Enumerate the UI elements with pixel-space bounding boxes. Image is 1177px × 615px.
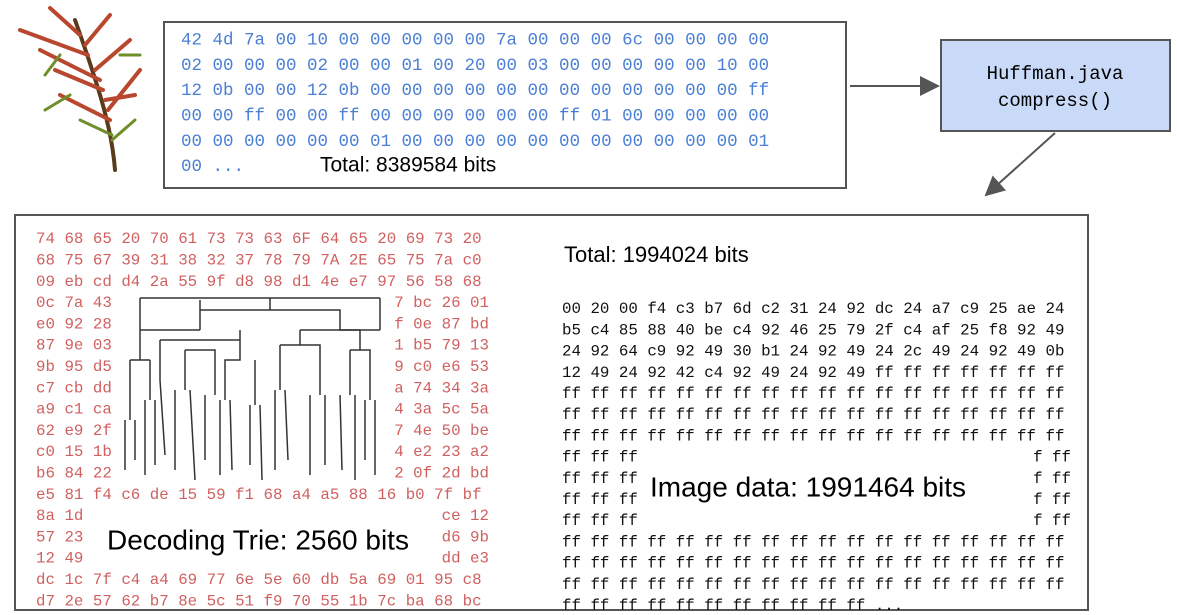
hex-row: d7 2e 57 62 b7 8e 5c 51 f9 70 55 1b 7c b… (36, 592, 482, 610)
hex-row: ff ff ff (562, 512, 638, 530)
hex-row: 7 bc 26 01 (394, 294, 489, 312)
hex-row: b5 c4 85 88 40 be c4 92 46 25 79 2f c4 a… (562, 321, 1064, 339)
process-label: Huffman.java (987, 63, 1124, 85)
hex-row: 9 c0 e6 53 (394, 358, 489, 376)
image-hex: 00 20 00 f4 c3 b7 6d c2 31 24 92 dc 24 a… (562, 300, 1071, 615)
hex-row: 12 49 24 92 42 c4 92 49 24 92 49 ff ff f… (562, 364, 1064, 382)
hex-row: f ff (1033, 512, 1071, 530)
hex-line: 00 00 ff 00 00 ff 00 00 00 00 00 00 ff 0… (181, 107, 769, 127)
hex-row: f 0e 87 bd (394, 315, 489, 333)
hex-row: f ff (1033, 470, 1071, 488)
hex-row: 24 92 64 c9 92 49 30 b1 24 92 49 24 2c 4… (562, 343, 1064, 361)
hex-row: 4 3a 5c 5a (394, 401, 489, 419)
hex-row: d6 9b (442, 528, 489, 546)
hex-row: e5 81 f4 c6 de 15 59 f1 68 a4 a5 88 16 b… (36, 486, 482, 504)
hex-row: ff ff ff (562, 491, 638, 509)
input-box (163, 21, 847, 189)
hex-row: 9b 95 d5 (36, 358, 112, 376)
hex-row: dc 1c 7f c4 a4 69 77 6e 5e 60 db 5a 69 0… (36, 571, 482, 589)
hex-row: ff ff ff (562, 449, 638, 467)
hex-row: f ff (1033, 491, 1071, 509)
hex-line: 00 ... (181, 157, 244, 177)
hex-row: b6 84 22 (36, 464, 112, 482)
image-label: Image data: 1991464 bits (650, 471, 966, 502)
hex-line: 00 00 00 00 00 00 01 00 00 00 00 00 00 0… (181, 132, 769, 152)
hex-row: 7 4e 50 be (394, 422, 489, 440)
hex-row: 09 eb cd d4 2a 55 9f d8 98 d1 4e e7 97 5… (36, 273, 482, 291)
hex-row: ce 12 (442, 507, 489, 525)
output-total: Total: 1994024 bits (564, 242, 749, 267)
trie-image (124, 297, 381, 481)
hex-row: a 74 34 3a (394, 379, 489, 397)
hex-row: c0 15 1b (36, 443, 112, 461)
fern-image (18, 6, 142, 172)
hex-row: e0 92 28 (36, 315, 112, 333)
hex-row: 0c 7a 43 (36, 294, 112, 312)
hex-row: c7 cb dd (36, 379, 112, 397)
trie-label: Decoding Trie: 2560 bits (107, 524, 409, 555)
hex-row: 2 0f 2d bd (394, 464, 489, 482)
hex-row: ff ff ff ff ff ff ff ff ff ff ff ff ff f… (562, 385, 1064, 403)
hex-line: 42 4d 7a 00 10 00 00 00 00 00 7a 00 00 0… (181, 31, 769, 51)
hex-line: 12 0b 00 00 12 0b 00 00 00 00 00 00 00 0… (181, 81, 769, 101)
hex-row: ff ff ff (562, 470, 638, 488)
hex-row: 00 20 00 f4 c3 b7 6d c2 31 24 92 dc 24 a… (562, 300, 1064, 318)
hex-row: 57 23 (36, 528, 83, 546)
hex-row: a9 c1 ca (36, 401, 112, 419)
input-hex: 42 4d 7a 00 10 00 00 00 00 00 7a 00 00 0… (181, 31, 769, 178)
hex-row: ff ff ff ff ff ff ff ff ff ff ff ff ff f… (562, 427, 1064, 445)
hex-row: 8a 1d (36, 507, 83, 525)
hex-row: 74 68 65 20 70 61 73 73 63 6F 64 65 20 6… (36, 230, 482, 248)
hex-row: ff ff ff ff ff ff ff ff ff ff ff ff ff f… (562, 576, 1064, 594)
hex-row: 68 75 67 39 31 38 32 37 78 79 7A 2E 65 7… (36, 251, 482, 269)
hex-row: ff ff ff ff ff ff ff ff ff ff ff ... (562, 597, 903, 615)
hex-row: 62 e9 2f (36, 422, 112, 440)
output-box (14, 214, 1089, 611)
hex-row: dd e3 (442, 550, 489, 568)
trie-hex: 74 68 65 20 70 61 73 73 63 6F 64 65 20 6… (36, 230, 489, 610)
input-total: Total: 8389584 bits (320, 154, 496, 177)
hex-row: ff ff ff ff ff ff ff ff ff ff ff ff ff f… (562, 533, 1064, 551)
hex-row: 4 e2 23 a2 (394, 443, 489, 461)
hex-row: 1 b5 79 13 (394, 337, 489, 355)
hex-row: ff ff ff ff ff ff ff ff ff ff ff ff ff f… (562, 406, 1064, 424)
hex-row: 12 49 (36, 550, 83, 568)
process-box (940, 39, 1171, 132)
arrow (984, 132, 1056, 197)
process-label: compress() (998, 90, 1112, 112)
hex-row: f ff (1033, 449, 1071, 467)
hex-line: 02 00 00 00 02 00 00 01 00 20 00 03 00 0… (181, 56, 769, 76)
hex-row: 87 9e 03 (36, 337, 112, 355)
hex-row: ff ff ff ff ff ff ff ff ff ff ff ff ff f… (562, 555, 1064, 573)
